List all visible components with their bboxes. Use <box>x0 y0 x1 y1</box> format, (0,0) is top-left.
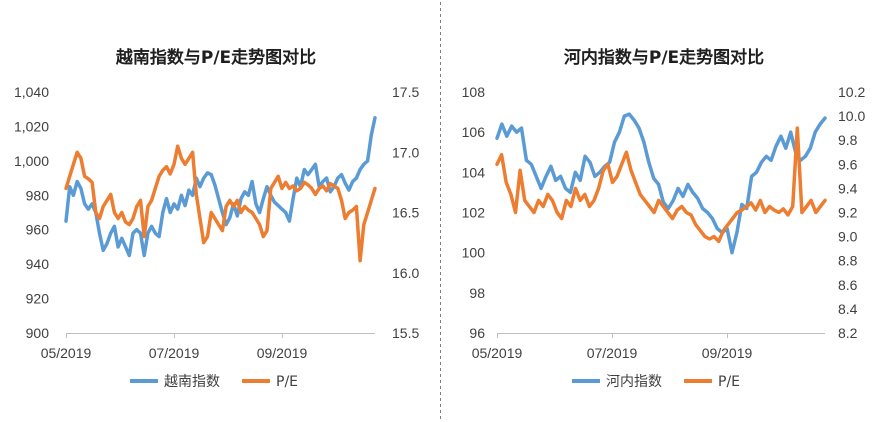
legend-label: P/E <box>718 374 740 390</box>
left-y-tick-label: 980 <box>26 187 50 203</box>
x-tick-label: 09/2019 <box>257 345 308 361</box>
left-y-tick-label: 960 <box>26 222 50 238</box>
right-y-tick-label: 9.4 <box>838 180 858 196</box>
right-y-tick-label: 16.0 <box>392 265 419 281</box>
chart-legend: 越南指数 P/E <box>130 374 298 390</box>
left-y-tick-label: 1,040 <box>14 84 49 100</box>
chart-legend: 河内指数 P/E <box>572 374 740 390</box>
right-y-tick-label: 16.5 <box>392 205 419 221</box>
right-y-tick-label: 9.8 <box>838 132 858 148</box>
right-y-tick-label: 17.5 <box>392 84 419 100</box>
right-y-tick-label: 8.6 <box>838 277 858 293</box>
legend-label: 越南指数 <box>164 374 220 390</box>
left-y-tick-label: 98 <box>469 285 485 301</box>
x-tick-label: 07/2019 <box>587 345 638 361</box>
right-y-tick-label: 10.0 <box>838 108 865 124</box>
left-chart: 900 920 940 960 980 1,000 1,020 1,040 15.5 16.0 16… <box>14 84 420 390</box>
left-y-tick-label: 1,020 <box>14 118 49 134</box>
left-y-tick-label: 100 <box>462 245 486 261</box>
legend-label: P/E <box>276 374 298 390</box>
index-series-line <box>64 116 377 258</box>
x-tick-label: 09/2019 <box>702 345 753 361</box>
left-y-tick-label: 108 <box>462 84 486 100</box>
left-y-tick-label: 900 <box>26 325 50 341</box>
x-tick-label: 07/2019 <box>149 345 200 361</box>
right-y-tick-label: 9.6 <box>838 156 858 172</box>
x-tick-label: 05/2019 <box>472 345 523 361</box>
left-y-tick-label: 96 <box>469 325 485 341</box>
right-y-tick-label: 15.5 <box>392 325 419 341</box>
left-y-tick-label: 104 <box>462 164 486 180</box>
left-y-tick-label: 940 <box>26 256 50 272</box>
right-chart-title: 河内指数与P/E走势图对比 <box>564 47 764 68</box>
right-chart: 96 98 100 102 104 106 108 8.2 8.4 8.6 8.8 9.0 9.2 9.4… <box>462 84 866 390</box>
left-chart-title: 越南指数与P/E走势图对比 <box>115 47 316 68</box>
pe-series-line <box>495 126 827 244</box>
right-y-tick-label: 9.0 <box>838 229 858 245</box>
right-y-tick-label: 8.4 <box>838 301 858 317</box>
right-y-tick-label: 8.8 <box>838 253 858 269</box>
left-y-tick-label: 1,000 <box>14 153 49 169</box>
legend-label: 河内指数 <box>606 374 662 390</box>
left-y-tick-label: 102 <box>462 205 486 221</box>
pe-series-line <box>64 144 377 263</box>
left-y-tick-label: 920 <box>26 291 50 307</box>
right-y-tick-label: 10.2 <box>838 84 865 100</box>
right-y-tick-label: 8.2 <box>838 325 858 341</box>
index-series-line <box>495 112 827 255</box>
left-y-tick-label: 106 <box>462 124 486 140</box>
x-tick-label: 05/2019 <box>41 345 92 361</box>
right-y-tick-label: 17.0 <box>392 144 419 160</box>
right-y-tick-label: 9.2 <box>838 205 858 221</box>
